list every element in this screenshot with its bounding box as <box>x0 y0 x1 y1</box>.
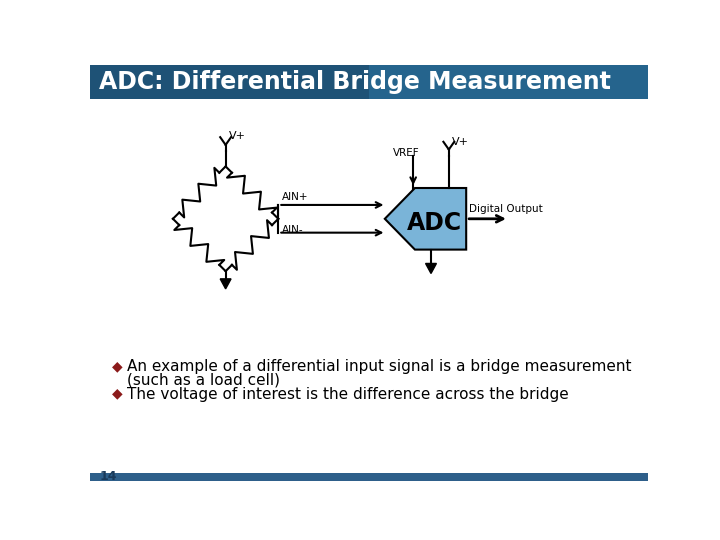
Text: AIN+: AIN+ <box>282 192 308 201</box>
Bar <box>369 65 648 99</box>
Polygon shape <box>426 264 436 273</box>
Text: AIN-: AIN- <box>282 225 303 235</box>
Polygon shape <box>220 279 231 289</box>
Text: 14: 14 <box>99 470 117 483</box>
Text: V+: V+ <box>452 137 469 147</box>
Text: The voltage of interest is the difference across the bridge: The voltage of interest is the differenc… <box>127 387 569 402</box>
Text: V+: V+ <box>229 131 246 141</box>
Bar <box>90 473 648 481</box>
Text: An example of a differential input signal is a bridge measurement: An example of a differential input signa… <box>127 359 631 374</box>
Polygon shape <box>384 188 466 249</box>
Text: VREF: VREF <box>393 147 420 158</box>
Text: ADC: Differential Bridge Measurement: ADC: Differential Bridge Measurement <box>99 70 611 94</box>
Text: Digital Output: Digital Output <box>469 204 543 214</box>
Text: (such as a load cell): (such as a load cell) <box>127 373 280 388</box>
Text: ◆: ◆ <box>112 359 122 373</box>
Text: ADC: ADC <box>408 211 462 235</box>
Text: ◆: ◆ <box>112 387 122 401</box>
Bar <box>90 65 648 99</box>
